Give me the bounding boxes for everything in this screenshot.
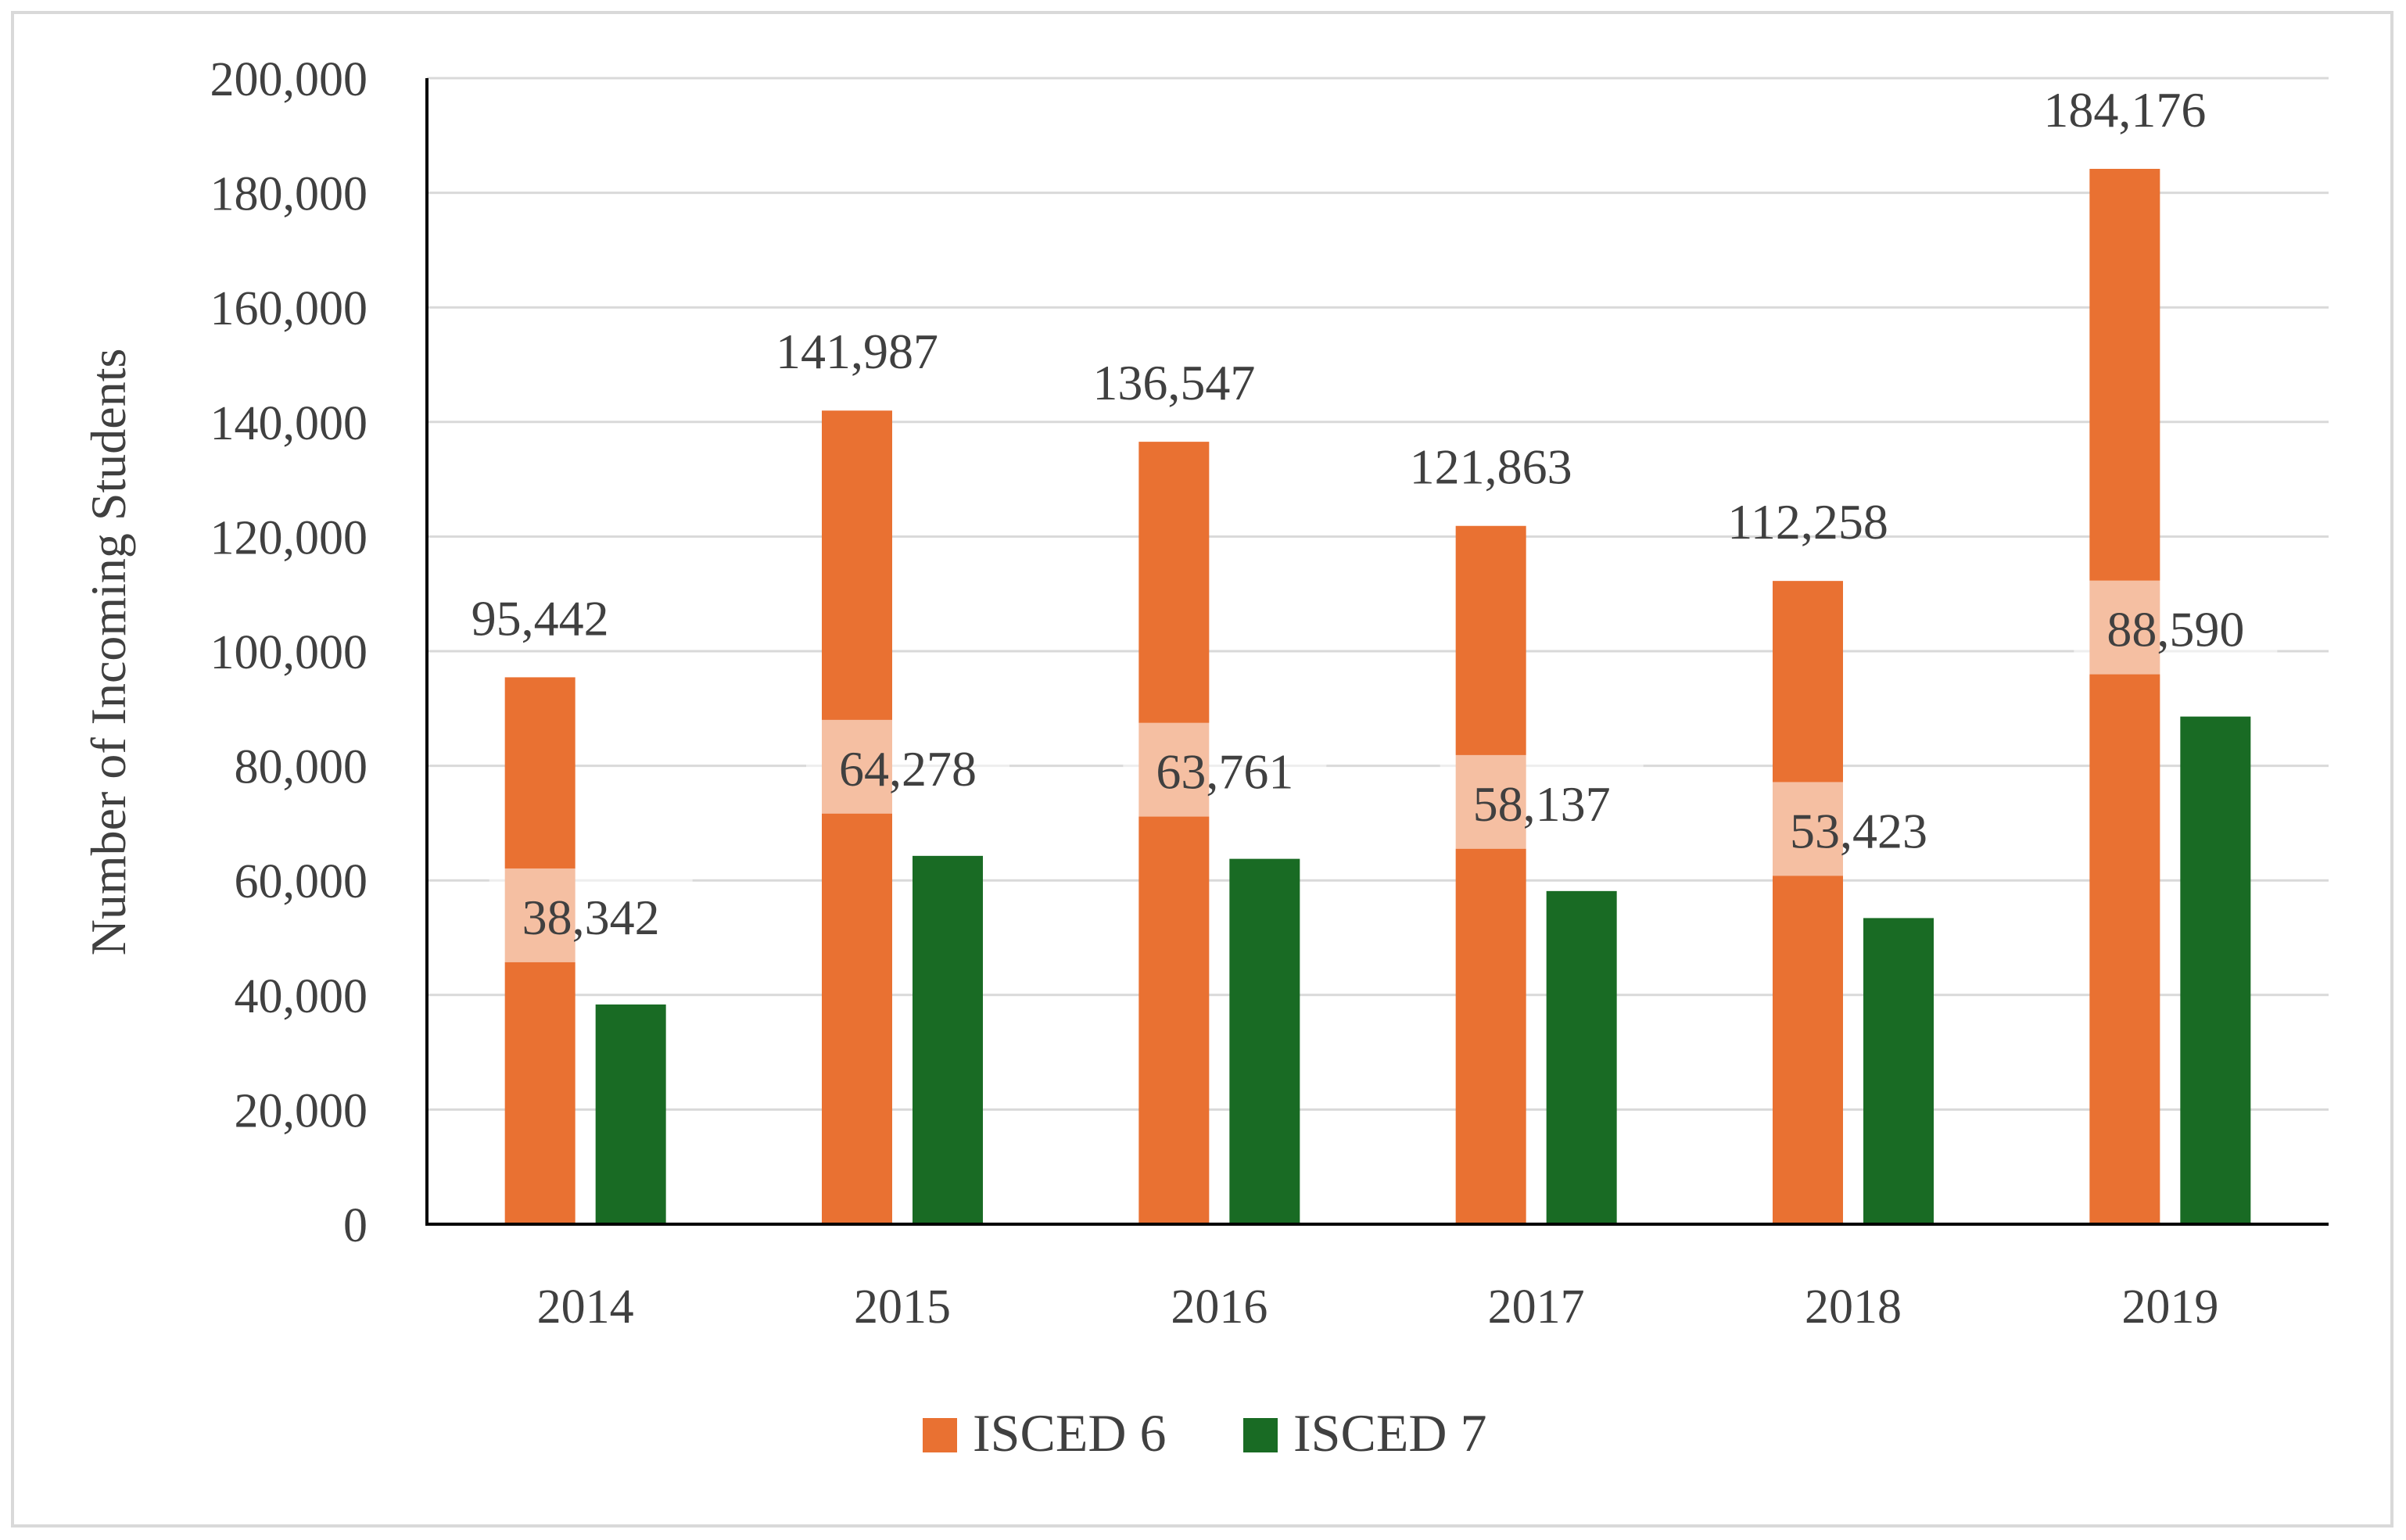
data-label-background (1440, 754, 1644, 849)
y-tick-label: 180,000 (210, 168, 368, 221)
bar-isced-6-2016[interactable] (1138, 442, 1210, 1224)
bars (504, 168, 2251, 1225)
bar-isced-6-2017[interactable] (1455, 525, 1526, 1224)
legend-label: ISCED 6 (973, 1403, 1166, 1463)
data-label-isced-7-2015: 64,278 (839, 741, 977, 797)
x-tick-label: 2014 (537, 1280, 634, 1334)
y-tick-label: 0 (343, 1199, 368, 1252)
bar-isced-7-2015[interactable] (913, 855, 983, 1224)
bar-isced-7-2019[interactable] (2180, 716, 2251, 1224)
x-tick-label: 2018 (1805, 1280, 1902, 1334)
data-label-isced-7-2016: 63,761 (1156, 744, 1293, 800)
gridlines (427, 77, 2329, 1111)
data-labels: 95,442 38,342 141,987 64,278 136,547 63,761 12… (472, 82, 2278, 962)
bar-isced-6-2015[interactable] (822, 410, 892, 1224)
y-tick-label: 120,000 (210, 511, 368, 564)
y-tick-label: 20,000 (235, 1084, 368, 1137)
y-tick-label: 200,000 (210, 53, 368, 106)
x-tick-label: 2017 (1488, 1280, 1585, 1334)
data-label-isced-7-2018: 53,423 (1790, 803, 1927, 858)
x-tick-label: 2016 (1171, 1280, 1268, 1334)
data-label-isced-7-2017: 58,137 (1473, 776, 1611, 832)
bar-isced-6-2018[interactable] (1773, 581, 1843, 1224)
legend[interactable]: ISCED 6 ISCED 7 (923, 1403, 1486, 1463)
y-tick-label: 160,000 (210, 282, 368, 335)
data-label-background (2074, 580, 2278, 675)
data-label-isced-6-2015: 141,987 (776, 324, 938, 379)
data-label-isced-7-2019: 88,590 (2107, 602, 2244, 657)
data-label-isced-6-2016: 136,547 (1092, 355, 1255, 410)
y-tick-label: 60,000 (235, 855, 368, 908)
y-axis-title: Number of Incoming Students (81, 349, 136, 956)
y-tick-label: 40,000 (235, 970, 368, 1023)
bar-isced-6-2019[interactable] (2089, 168, 2160, 1225)
data-label-isced-7-2014: 38,342 (522, 890, 660, 945)
data-label-background (1123, 722, 1327, 817)
legend-swatch (1243, 1418, 1278, 1452)
legend-swatch (923, 1418, 957, 1452)
axes (425, 78, 2329, 1226)
data-label-isced-6-2017: 121,863 (1410, 439, 1572, 495)
bar-isced-7-2014[interactable] (595, 1004, 666, 1224)
x-tick-label: 2015 (854, 1280, 951, 1334)
legend-label: ISCED 7 (1293, 1403, 1486, 1463)
data-label-isced-6-2019: 184,176 (2043, 82, 2206, 138)
bar-isced-7-2017[interactable] (1546, 890, 1617, 1224)
data-label-background (806, 719, 1009, 814)
tick-labels: 0 20,000 40,000 60,000 80,000 100,000 120,000 1… (210, 53, 2219, 1334)
x-tick-label: 2019 (2121, 1280, 2218, 1334)
data-label-isced-6-2014: 95,442 (472, 590, 609, 646)
legend-item-isced-6[interactable]: ISCED 6 (923, 1403, 1166, 1463)
data-label-isced-6-2018: 112,258 (1727, 494, 1888, 550)
y-tick-label: 140,000 (210, 397, 368, 450)
legend-item-isced-7[interactable]: ISCED 7 (1243, 1403, 1486, 1463)
y-tick-label: 80,000 (235, 741, 368, 794)
data-label-background (1757, 782, 1960, 876)
data-label-background (489, 868, 693, 962)
bar-isced-7-2016[interactable] (1229, 858, 1300, 1224)
y-tick-label: 100,000 (210, 626, 368, 679)
bar-isced-7-2018[interactable] (1863, 918, 1934, 1224)
